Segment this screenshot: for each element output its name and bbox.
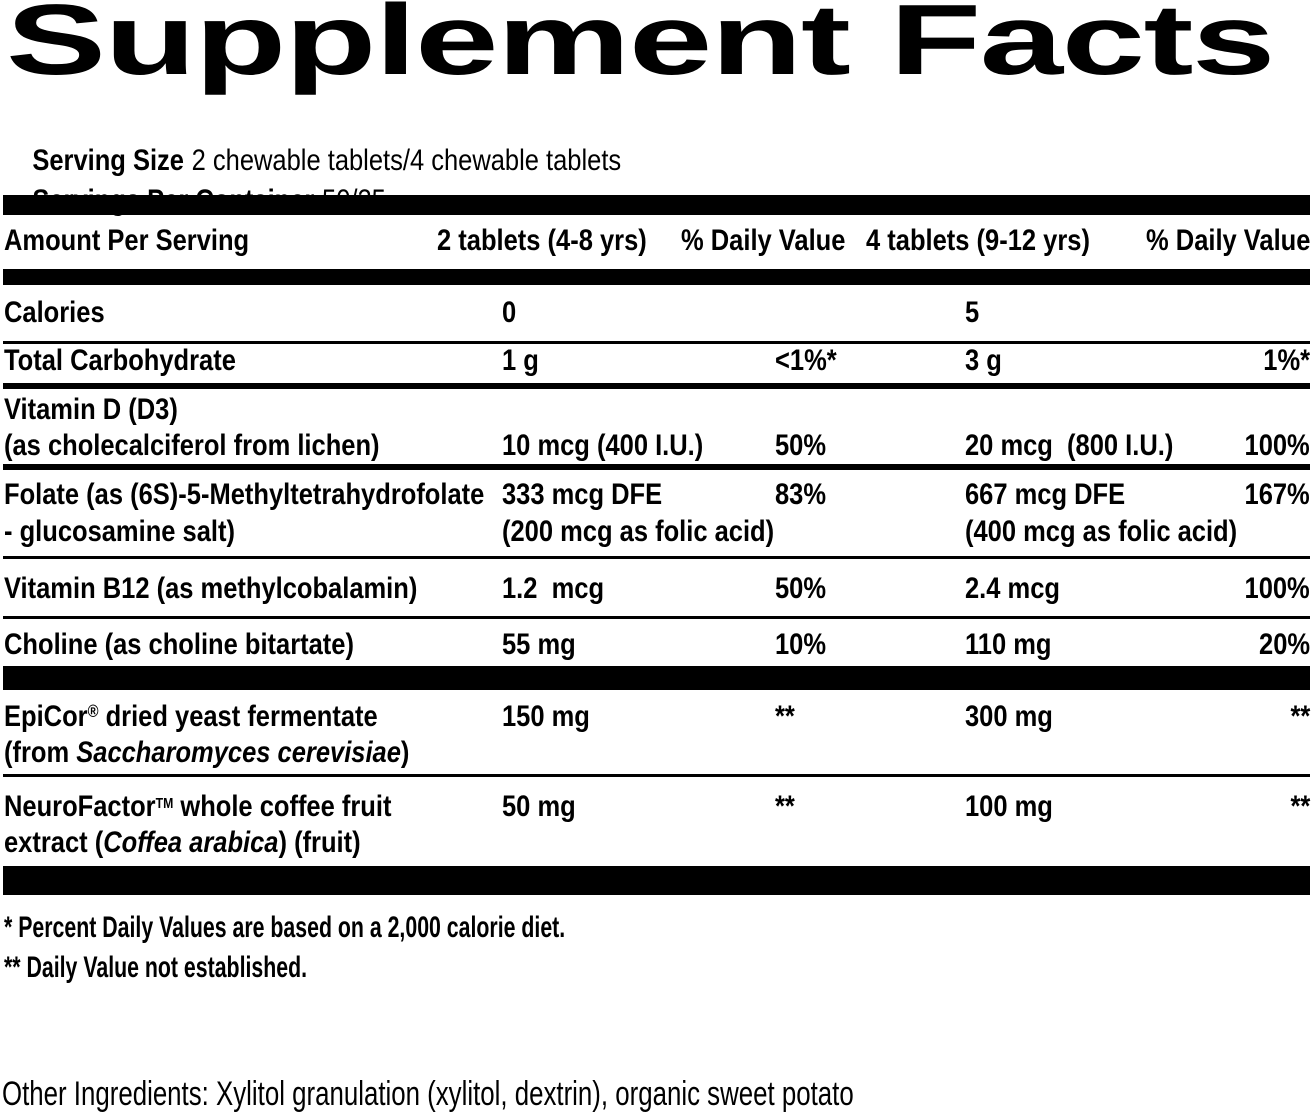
- other-ingredients-line: Other Ingredients: Xylitol granulation (…: [2, 1075, 854, 1113]
- nutrient-name: Choline (as choline bitartate): [4, 628, 354, 661]
- amount-4t-line2: (400 mcg as folic acid): [965, 515, 1238, 548]
- nutrient-name-line1: EpiCor® dried yeast fermentate: [4, 700, 378, 737]
- page-title: Supplement Facts: [6, 0, 1275, 90]
- amount-2t: 10 mcg (400 I.U.): [502, 429, 704, 462]
- amount-2t: 1.2 mcg: [502, 572, 605, 605]
- nutrient-name-line1: Vitamin D (D3): [4, 393, 178, 426]
- amount-4t: 110 mg: [965, 628, 1052, 661]
- separator-line-thin: [3, 774, 1310, 777]
- nutrient-name-line2: - glucosamine salt): [4, 515, 235, 548]
- amount-4t: 100 mg: [965, 790, 1053, 823]
- daily-value-2t: 83%: [775, 478, 827, 511]
- daily-value-4t: 167%: [1244, 478, 1310, 511]
- nutrient-name-text: EpiCor: [4, 700, 88, 733]
- nutrient-name-line2: (from Saccharomyces cerevisiae): [4, 736, 409, 770]
- separator-bar-thick-top: [3, 195, 1310, 215]
- registered-trademark-symbol: ®: [87, 700, 99, 721]
- header-2-tablets: 2 tablets (4-8 yrs): [437, 224, 647, 257]
- amount-2t: 55 mg: [502, 628, 576, 661]
- amount-4t: 20 mcg (800 I.U.): [965, 429, 1174, 462]
- footnote-percent-daily-value: * Percent Daily Values are based on a 2,…: [4, 911, 566, 944]
- footnote-not-established: ** Daily Value not established.: [4, 951, 308, 984]
- nutrient-name-text: ): [400, 736, 410, 769]
- separator-bar-medium-header: [3, 269, 1310, 285]
- nutrient-name-line2: extract (Coffea arabica) (fruit): [4, 826, 361, 860]
- serving-size-line: Serving Size 2 chewable tablets/4 chewabl…: [4, 110, 621, 212]
- daily-value-4t: 100%: [1244, 572, 1310, 605]
- trademark-symbol: TM: [155, 796, 174, 813]
- daily-value-2t: 50%: [775, 429, 827, 462]
- separator-line-thin: [3, 556, 1310, 559]
- amount-4t: 300 mg: [965, 700, 1053, 733]
- separator-line-medium: [3, 383, 1310, 389]
- daily-value-4t: **: [1290, 790, 1310, 823]
- daily-value-2t: **: [775, 700, 795, 733]
- nutrient-name-line1: NeuroFactorTM whole coffee fruit: [4, 790, 391, 829]
- amount-4t-line1: 667 mcg DFE: [965, 478, 1126, 511]
- other-ingredients-paragraph: Other Ingredients: Xylitol granulation (…: [2, 1002, 858, 1117]
- daily-value-2t: 10%: [775, 628, 827, 661]
- daily-value-2t: <1%*: [775, 344, 837, 377]
- amount-4t: 3 g: [965, 344, 1002, 377]
- nutrient-name-text: whole coffee fruit: [173, 790, 392, 823]
- amount-4t: 2.4 mcg: [965, 572, 1060, 605]
- daily-value-2t: **: [775, 790, 795, 823]
- nutrient-name: Total Carbohydrate: [4, 344, 236, 377]
- separator-bar-thick-middle: [3, 666, 1310, 690]
- separator-line-thin: [3, 341, 1310, 344]
- header-daily-value-2t: % Daily Value: [681, 224, 846, 257]
- species-name-italic: Coffea arabica: [103, 826, 279, 859]
- nutrient-name-text: ) (fruit): [278, 826, 361, 859]
- nutrient-name: Calories: [4, 296, 105, 329]
- amount-2t: 150 mg: [502, 700, 590, 733]
- species-name-italic: Saccharomyces cerevisiae: [76, 736, 401, 769]
- nutrient-name-line1: Folate (as (6S)-5-Methyltetrahydrofolate: [4, 478, 485, 511]
- amount-4t: 5: [965, 296, 980, 329]
- daily-value-4t: 20%: [1258, 628, 1310, 661]
- amount-2t-line2: (200 mcg as folic acid): [502, 515, 775, 548]
- separator-line-thin: [3, 616, 1310, 619]
- nutrient-name-text: NeuroFactor: [4, 790, 156, 823]
- daily-value-2t: 50%: [775, 572, 827, 605]
- daily-value-4t: 1%*: [1263, 344, 1310, 377]
- amount-2t: 0: [502, 296, 517, 329]
- serving-size-value: 2 chewable tablets/4 chewable tablets: [191, 144, 622, 177]
- nutrient-name-line2: (as cholecalciferol from lichen): [4, 429, 380, 462]
- separator-line-medium: [3, 464, 1310, 470]
- header-4-tablets: 4 tablets (9-12 yrs): [866, 224, 1090, 257]
- amount-2t: 1 g: [502, 344, 539, 377]
- nutrient-name: Vitamin B12 (as methylcobalamin): [4, 572, 418, 605]
- daily-value-4t: **: [1290, 700, 1310, 733]
- nutrient-name-text: dried yeast fermentate: [98, 700, 378, 733]
- separator-bar-thick-bottom: [3, 866, 1310, 895]
- nutrient-name-text: extract (: [4, 826, 104, 859]
- amount-2t-line1: 333 mcg DFE: [502, 478, 663, 511]
- amount-2t: 50 mg: [502, 790, 576, 823]
- serving-size-label: Serving Size: [32, 144, 184, 177]
- header-amount-per-serving: Amount Per Serving: [4, 224, 250, 257]
- daily-value-4t: 100%: [1244, 429, 1310, 462]
- header-daily-value-4t: % Daily Value: [1145, 224, 1310, 257]
- nutrient-name-text: (from: [4, 736, 77, 769]
- page-title-text: Supplement Facts: [6, 0, 1275, 96]
